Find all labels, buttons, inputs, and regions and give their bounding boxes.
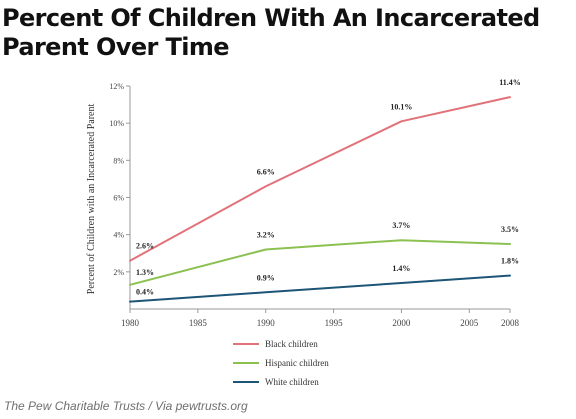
legend-label: White children	[265, 377, 319, 387]
x-tick-label: 1980	[121, 318, 140, 328]
line-chart: Percent of Children with an Incarcerated…	[86, 78, 521, 387]
x-tick-label: 1990	[257, 318, 276, 328]
x-tick-label: 1985	[189, 318, 208, 328]
y-tick-label: 4%	[113, 231, 124, 240]
series-line-0	[129, 96, 511, 262]
headline: Percent Of Children With An Incarcerated…	[2, 4, 540, 61]
data-label: 1.8%	[501, 257, 519, 266]
data-label: 3.7%	[392, 221, 410, 230]
data-label: 11.4%	[499, 78, 521, 87]
data-label: 1.3%	[136, 268, 154, 277]
source-credit: The Pew Charitable Trusts / Via pewtrust…	[4, 399, 248, 413]
x-tick-label: 2000	[392, 318, 411, 328]
axes: 2% 4% 6% 8% 10% 12% 1980 1985 1990 1995 2000 2005 20…	[109, 82, 519, 328]
x-tick-label: 2005	[460, 318, 479, 328]
data-label: 1.4%	[392, 264, 410, 273]
x-tick-label: 2008	[501, 318, 520, 328]
data-label: 3.5%	[501, 225, 519, 234]
series-line-1	[129, 239, 511, 286]
data-label: 2.6%	[136, 242, 154, 251]
data-label: 0.4%	[136, 288, 154, 297]
legend: Black children Hispanic children White chi…	[233, 339, 329, 387]
data-label: 10.1%	[390, 102, 412, 111]
y-axis-title: Percent of Children with an Incarcerated…	[86, 104, 97, 295]
legend-label: Hispanic children	[265, 358, 329, 368]
y-tick-label: 8%	[113, 156, 124, 165]
legend-label: Black children	[265, 339, 318, 349]
data-label: 6.6%	[257, 167, 275, 176]
data-label: 3.2%	[257, 231, 275, 240]
y-tick-label: 10%	[109, 119, 124, 128]
data-labels: 2.6% 6.6% 10.1% 11.4% 1.3% 3.2% 3.7% 3.5% 0.4% 0.…	[136, 78, 521, 296]
y-tick-label: 6%	[113, 194, 124, 203]
x-tick-label: 1995	[325, 318, 344, 328]
series-lines	[129, 96, 511, 303]
y-tick-label: 2%	[113, 268, 124, 277]
data-label: 0.9%	[257, 273, 275, 282]
series-line-2	[129, 274, 511, 303]
y-tick-label: 12%	[109, 82, 124, 91]
